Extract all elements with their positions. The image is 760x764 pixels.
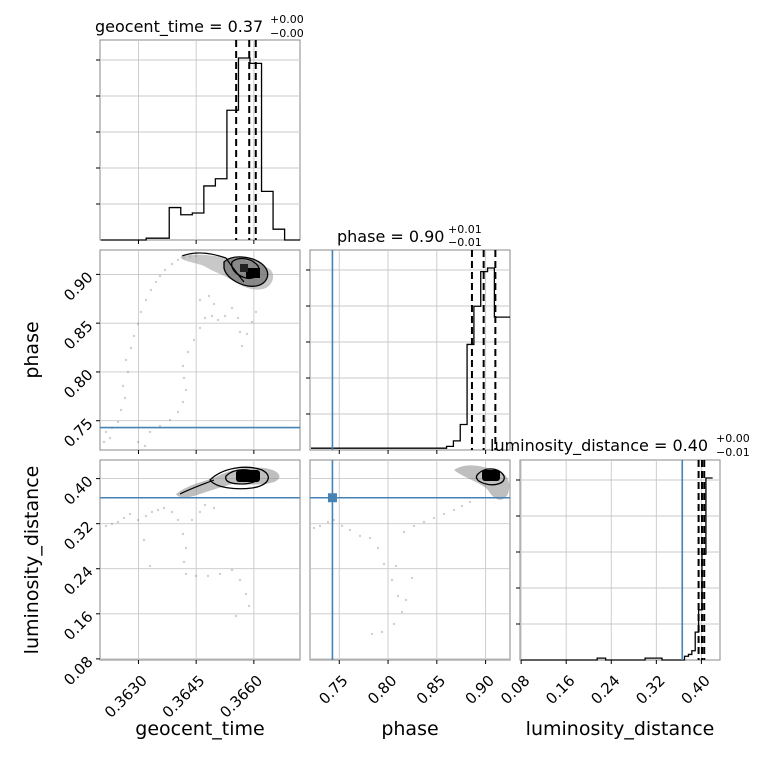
- tick-label-y-luminosity-distance: 0.16: [60, 608, 96, 644]
- tick-label-x-phase: 0.85: [413, 672, 449, 708]
- tick-label-x-phase: 0.90: [462, 672, 498, 708]
- xlabel-luminosity-distance: luminosity_distance: [526, 718, 715, 740]
- tick-label-y-phase: 0.75: [60, 415, 96, 451]
- truth-marker-phase-luminosity-distance: [327, 493, 337, 503]
- tick-label-x-geocent-time: 0.3660: [216, 672, 266, 722]
- ylabel-luminosity-distance: luminosity_distance: [21, 466, 43, 655]
- density-geocent-time-phase: [102, 252, 274, 448]
- tick-label-x-phase: 0.80: [364, 672, 400, 708]
- hist-group-phase: [311, 267, 510, 449]
- title-geocent-time: geocent_time = 0.37: [95, 17, 263, 37]
- quantile-layer: [235, 40, 706, 660]
- tick-label-x-luminosity-distance: 0.16: [542, 672, 578, 708]
- panel-distance-vs-phase: [309, 459, 511, 661]
- tick-label-x-luminosity-distance: 0.24: [587, 672, 623, 708]
- hist-phase: [311, 267, 510, 449]
- title-phase: phase = 0.90: [337, 227, 444, 246]
- tick-label-x-luminosity-distance: 0.08: [497, 672, 533, 708]
- hist-group-geocent-time: [101, 57, 300, 241]
- tick-label-x-geocent-time: 0.3630: [101, 672, 151, 722]
- title-geocent-time-plus: +0.00: [270, 13, 304, 26]
- ylabel-phase: phase: [21, 321, 43, 378]
- title-phase-plus: +0.01: [448, 223, 482, 236]
- hist-geocent-time: [101, 57, 300, 241]
- truth-layer: [100, 250, 684, 660]
- title-geocent-time-minus: −0.00: [270, 27, 304, 40]
- panel-distance-hist: [519, 459, 721, 661]
- tick-label-y-luminosity-distance: 0.08: [60, 653, 96, 689]
- title-luminosity-distance-minus: −0.01: [716, 446, 750, 459]
- title-phase-minus: −0.01: [448, 236, 482, 249]
- title-luminosity-distance: luminosity_distance = 0.40: [490, 436, 708, 456]
- tick-label-x-luminosity-distance: 0.32: [632, 672, 668, 708]
- density-geocent-time-distance: [104, 466, 280, 618]
- tick-label-y-luminosity-distance: 0.24: [60, 563, 96, 599]
- tick-label-y-phase: 0.90: [60, 268, 96, 304]
- tick-label-y-phase: 0.85: [60, 317, 96, 353]
- tick-label-x-geocent-time: 0.3645: [159, 672, 209, 722]
- tick-label-y-luminosity-distance: 0.40: [60, 472, 96, 508]
- panel-phase-hist: [309, 249, 511, 451]
- xlabel-geocent-time: geocent_time: [135, 718, 264, 740]
- tick-label-x-luminosity-distance: 0.40: [677, 672, 713, 708]
- tick-label-y-luminosity-distance: 0.32: [60, 517, 96, 553]
- title-luminosity-distance-plus: +0.00: [716, 432, 750, 445]
- tick-label-x-phase: 0.75: [315, 672, 351, 708]
- xlabel-phase: phase: [381, 718, 438, 740]
- tick-label-y-phase: 0.80: [60, 366, 96, 402]
- density-phase-distance: [312, 465, 510, 636]
- panel-geocent-time-hist: [99, 39, 301, 241]
